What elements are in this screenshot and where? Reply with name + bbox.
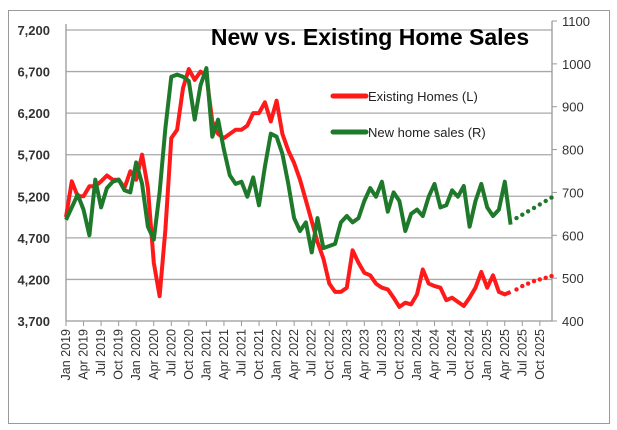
x-tick-label: Jul 2022 (305, 329, 319, 376)
new-home-sales-projection-point (520, 212, 525, 217)
y-left-tick-label: 7,200 (17, 23, 50, 38)
x-tick-label: Apr 2019 (77, 329, 91, 380)
x-tick-label: Oct 2019 (112, 329, 126, 380)
y-left-tick-label: 4,700 (17, 231, 50, 246)
new-home-sales-projection-point (525, 209, 531, 214)
y-left-tick-label: 5,200 (17, 189, 50, 204)
x-tick-label: Apr 2025 (498, 329, 512, 380)
y-right-tick-label: 900 (562, 100, 584, 115)
x-tick-label: Oct 2025 (533, 329, 547, 380)
y-left-tick-label: 5,700 (17, 148, 50, 163)
y-right-tick-label: 400 (562, 314, 584, 329)
chart-title: New vs. Existing Home Sales (211, 24, 529, 50)
legend-label-existing: Existing Homes (L) (368, 89, 478, 104)
x-tick-label: Oct 2020 (182, 329, 196, 380)
new-home-sales-projection-point (537, 202, 542, 207)
x-tick-label: Apr 2020 (147, 329, 161, 380)
y-left-tick-label: 3,700 (17, 314, 50, 329)
x-tick-label: Jan 2019 (59, 329, 73, 380)
new-home-sales-line (64, 66, 513, 255)
new-home-sales-projection-point (549, 195, 554, 200)
existing-homes-projection-point (514, 287, 519, 292)
existing-homes-projection-point (531, 278, 537, 284)
x-tick-label: Jul 2019 (94, 329, 108, 376)
legend: Existing Homes (L) New home sales (R) (330, 89, 486, 140)
y-right-tick-label: 700 (562, 185, 584, 200)
x-tick-label: Jul 2024 (445, 329, 459, 376)
x-tick-label: Jul 2025 (515, 329, 529, 376)
new-home-sales-projection-point (531, 205, 537, 211)
y-right-tick-label: 600 (562, 228, 584, 243)
x-tick-label: Oct 2023 (392, 329, 406, 380)
y-left-tick-label: 6,700 (17, 65, 50, 80)
chart-frame (8, 10, 610, 424)
x-tick-label: Oct 2021 (252, 329, 266, 380)
x-tick-label: Oct 2024 (463, 329, 477, 380)
x-tick-label: Apr 2022 (287, 329, 301, 380)
existing-homes-projection-point (549, 273, 554, 279)
new-home-sales-projection-point (514, 215, 519, 221)
x-tick-label: Jan 2023 (340, 329, 354, 380)
y-left-tick-label: 6,200 (17, 106, 50, 121)
legend-label-new: New home sales (R) (368, 125, 486, 140)
y-right-tick-label: 500 (562, 271, 584, 286)
y-right-tick-label: 1100 (562, 14, 590, 29)
x-tick-label: Jul 2023 (375, 329, 389, 376)
x-tick-label: Jan 2021 (199, 329, 213, 380)
x-tick-label: Jan 2024 (410, 329, 424, 380)
x-tick-label: Oct 2022 (322, 329, 336, 380)
y-left-tick-label: 4,200 (17, 272, 50, 287)
new-home-sales-projection-point (543, 198, 548, 204)
x-tick-label: Jul 2020 (164, 329, 178, 376)
y-right-tick-label: 1000 (562, 57, 591, 72)
x-tick-label: Apr 2024 (428, 329, 442, 380)
existing-homes-line (64, 67, 512, 309)
existing-homes-projection-point (537, 277, 542, 282)
x-tick-label: Apr 2021 (217, 329, 231, 380)
existing-homes-projection-point (543, 275, 548, 280)
x-tick-label: Apr 2023 (357, 329, 371, 380)
x-tick-label: Jan 2020 (129, 329, 143, 380)
y-right-tick-label: 800 (562, 143, 584, 158)
x-tick-label: Jan 2022 (270, 329, 284, 380)
existing-homes-projection-point (520, 283, 525, 289)
x-tick-label: Jan 2025 (480, 329, 494, 380)
existing-homes-projection-point (525, 281, 531, 286)
x-tick-label: Jul 2021 (235, 329, 249, 376)
